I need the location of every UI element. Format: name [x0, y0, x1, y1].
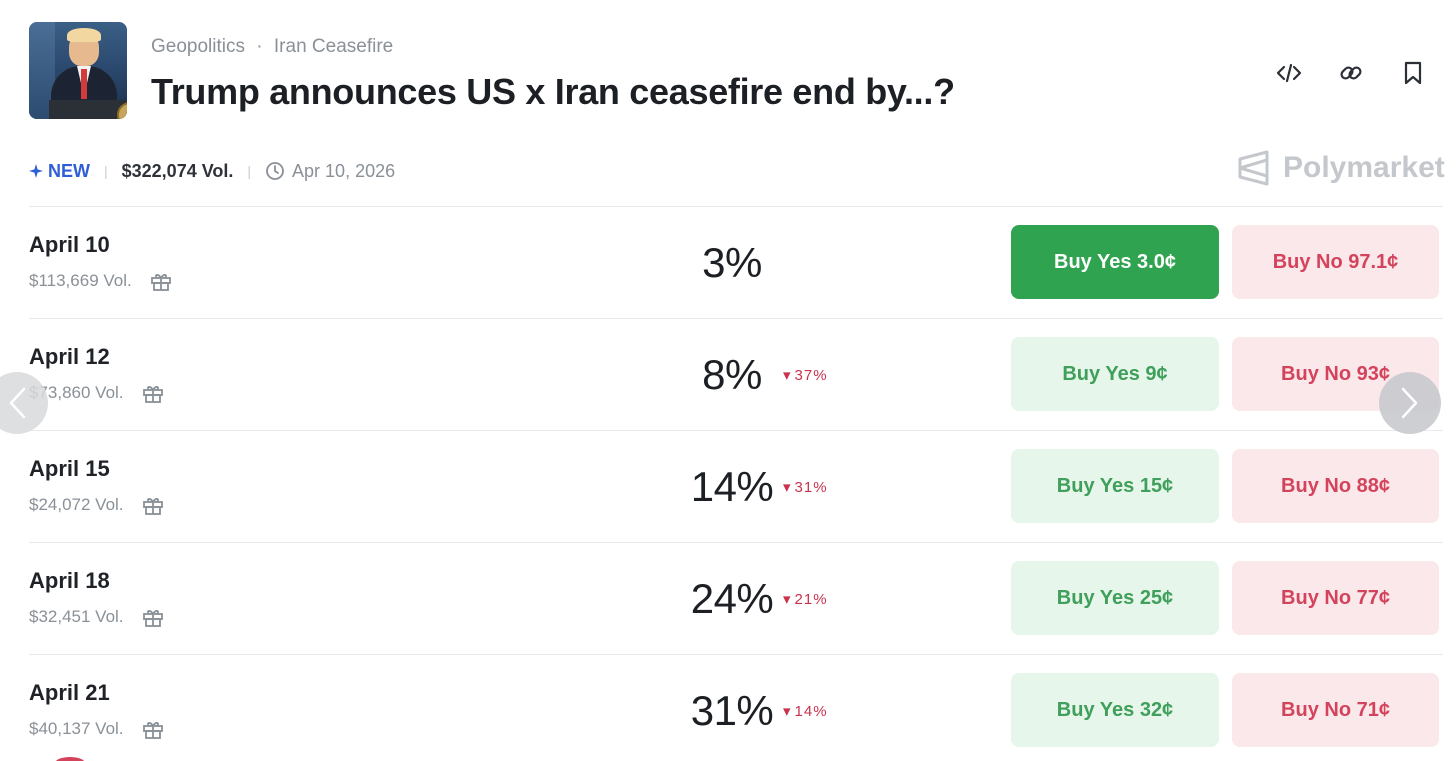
chevron-right-icon	[1401, 387, 1418, 419]
market-row: April 12 $73,860 Vol. 8% ▾ 37% Buy Yes 9…	[29, 318, 1443, 430]
gift-icon[interactable]	[142, 382, 164, 404]
market-row: April 18 $32,451 Vol. 24% ▾ 21% Buy Yes …	[29, 542, 1443, 654]
link-icon[interactable]	[1334, 56, 1368, 90]
market-volume-text: $73,860 Vol.	[29, 383, 124, 402]
probability-change-value: 14%	[794, 702, 828, 720]
podium-shape	[49, 100, 127, 119]
new-badge-label: NEW	[48, 160, 90, 181]
market-probability: 3%	[702, 239, 762, 286]
market-volume: $32,451 Vol.	[29, 606, 164, 628]
header-actions	[1272, 56, 1430, 90]
gift-icon[interactable]	[142, 494, 164, 516]
probability-change: ▾ 21%	[783, 590, 828, 609]
tie-shape	[81, 69, 87, 99]
market-label: April 21	[29, 680, 110, 705]
event-meta: NEW | $322,074 Vol. | Apr 10, 2026	[29, 159, 395, 183]
market-label: April 12	[29, 344, 110, 369]
buy-yes-button[interactable]: Buy Yes 9¢	[1011, 337, 1219, 411]
buy-yes-button[interactable]: Buy Yes 32¢	[1011, 673, 1219, 747]
buy-no-button[interactable]: Buy No 97.1¢	[1232, 225, 1439, 299]
sparkle-icon	[29, 164, 43, 178]
breadcrumb-separator: ·	[256, 36, 263, 57]
hair-shape	[67, 28, 101, 42]
end-date: Apr 10, 2026	[265, 161, 395, 182]
market-row: April 21 $40,137 Vol. 31% ▾ 14% Buy Yes …	[29, 654, 1443, 761]
page-title: Trump announces US x Iran ceasefire end …	[151, 71, 955, 112]
market-label: April 10	[29, 232, 110, 257]
market-row: April 15 $24,072 Vol. 14% ▾ 31% Buy Yes …	[29, 430, 1443, 542]
market-row: April 10 $113,669 Vol. 3% Buy Yes 3.0¢ B…	[29, 206, 1443, 318]
down-triangle-icon: ▾	[783, 703, 792, 720]
probability-change-value: 31%	[794, 478, 828, 496]
clock-icon	[266, 162, 284, 180]
down-triangle-icon: ▾	[783, 479, 792, 496]
bookmark-icon[interactable]	[1396, 56, 1430, 90]
new-badge: NEW	[29, 161, 90, 182]
market-volume-text: $32,451 Vol.	[29, 607, 124, 626]
buy-yes-button[interactable]: Buy Yes 25¢	[1011, 561, 1219, 635]
gift-icon[interactable]	[150, 270, 172, 292]
market-probability: 14%	[690, 463, 774, 510]
breadcrumb-item-topic[interactable]: Iran Ceasefire	[273, 36, 394, 57]
buy-yes-button[interactable]: Buy Yes 3.0¢	[1011, 225, 1219, 299]
gift-icon[interactable]	[142, 606, 164, 628]
market-volume-text: $113,669 Vol.	[29, 271, 132, 290]
market-label: April 18	[29, 568, 110, 593]
probability-change: ▾ 37%	[783, 366, 828, 385]
carousel-next-button[interactable]	[1379, 372, 1441, 434]
buy-no-button[interactable]: Buy No 88¢	[1232, 449, 1439, 523]
meta-divider: |	[104, 163, 108, 179]
market-volume-text: $40,137 Vol.	[29, 719, 124, 738]
polymarket-logo: Polymarket	[1237, 150, 1445, 186]
down-triangle-icon: ▾	[783, 367, 792, 384]
buy-yes-button[interactable]: Buy Yes 15¢	[1011, 449, 1219, 523]
market-volume: $73,860 Vol.	[29, 382, 164, 404]
down-triangle-icon: ▾	[783, 591, 792, 608]
market-volume: $24,072 Vol.	[29, 494, 164, 516]
probability-change-value: 37%	[794, 366, 828, 384]
market-volume: $113,669 Vol.	[29, 270, 172, 292]
market-probability: 31%	[690, 687, 774, 734]
market-probability: 8%	[702, 351, 762, 398]
embed-code-icon[interactable]	[1272, 56, 1306, 90]
market-label: April 15	[29, 456, 110, 481]
polymarket-wordmark: Polymarket	[1283, 151, 1445, 184]
market-volume-text: $24,072 Vol.	[29, 495, 124, 514]
partial-badge	[55, 757, 85, 761]
total-volume: $322,074 Vol.	[121, 160, 234, 181]
probability-change: ▾ 14%	[783, 702, 828, 721]
breadcrumb: Geopolitics · Iran Ceasefire	[151, 36, 393, 58]
market-volume: $40,137 Vol.	[29, 718, 164, 740]
probability-change: ▾ 31%	[783, 478, 828, 497]
market-probability: 24%	[690, 575, 774, 622]
buy-no-button[interactable]: Buy No 71¢	[1232, 673, 1439, 747]
breadcrumb-item-category[interactable]: Geopolitics	[151, 36, 245, 57]
market-list: April 10 $113,669 Vol. 3% Buy Yes 3.0¢ B…	[29, 206, 1443, 761]
gift-icon[interactable]	[142, 718, 164, 740]
end-date-text: Apr 10, 2026	[292, 160, 396, 181]
event-thumbnail	[29, 22, 127, 119]
meta-divider: |	[247, 163, 252, 179]
probability-change-value: 21%	[794, 590, 828, 608]
carousel-prev-button[interactable]	[0, 372, 48, 434]
polymarket-logo-icon	[1238, 150, 1269, 186]
chevron-left-icon	[9, 387, 26, 419]
buy-no-button[interactable]: Buy No 77¢	[1232, 561, 1439, 635]
